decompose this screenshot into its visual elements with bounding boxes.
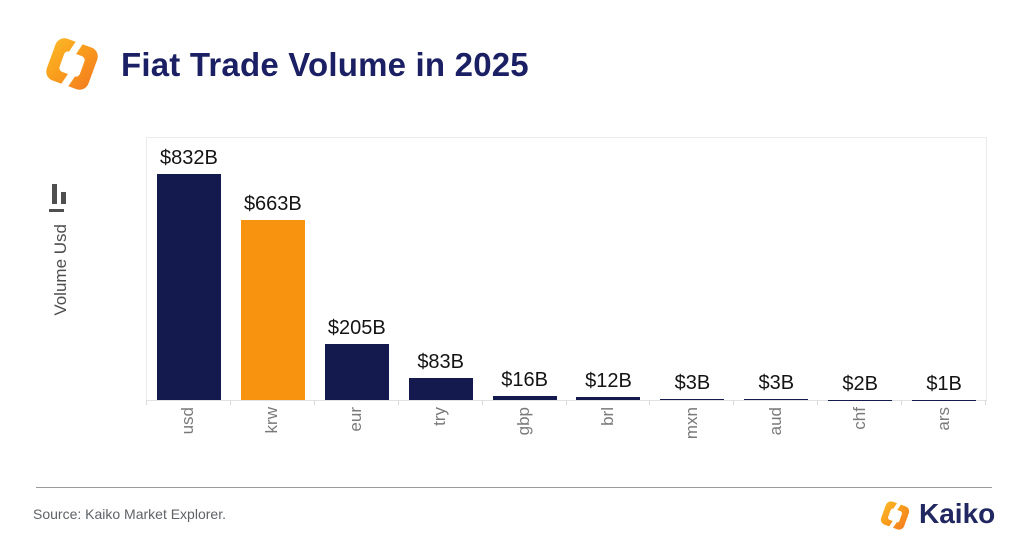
bar-gbp bbox=[492, 395, 557, 400]
x-axis-tick bbox=[733, 400, 735, 405]
x-axis-label-try: try bbox=[430, 407, 450, 426]
brand-name: Kaiko bbox=[919, 498, 996, 529]
x-axis-tick bbox=[565, 400, 567, 405]
bar-value-label: $205B bbox=[327, 317, 386, 340]
bar-value-label: $663B bbox=[243, 192, 302, 215]
x-axis-labels: usd krw eur try gbp brl mxn aud chf ars bbox=[146, 407, 985, 469]
bar-aud bbox=[744, 399, 809, 400]
x-axis-tick bbox=[901, 400, 903, 405]
x-axis-tick bbox=[397, 400, 399, 405]
x-axis-label-ars: ars bbox=[933, 407, 953, 431]
bar-value-label: $832B bbox=[160, 147, 218, 169]
bar-chart-icon bbox=[49, 184, 66, 212]
x-axis-label-mxn: mxn bbox=[681, 407, 701, 440]
x-axis-tick bbox=[649, 400, 651, 405]
bar-slot-brl: $12B bbox=[567, 138, 651, 400]
page-title: Fiat Trade Volume in 2025 bbox=[121, 46, 529, 83]
x-axis-tick bbox=[146, 400, 147, 405]
bar-slot-ars: $1B bbox=[902, 138, 986, 400]
x-axis-tick bbox=[985, 400, 986, 405]
bar-value-label: $16B bbox=[501, 368, 548, 391]
x-axis-tick bbox=[313, 400, 315, 405]
x-axis-label-usd: usd bbox=[178, 407, 198, 435]
bar-value-label: $83B bbox=[417, 350, 465, 373]
bar-krw bbox=[240, 219, 305, 400]
source-text: Source: Kaiko Market Explorer. bbox=[33, 506, 226, 522]
bar-value-label: $2B bbox=[842, 372, 878, 395]
plot-area: $832B $663B $205B $83B $16B $12B $3B $3B… bbox=[146, 137, 987, 401]
bar-slot-aud: $3B bbox=[734, 138, 818, 400]
x-axis-label-aud: aud bbox=[765, 407, 785, 436]
footer-divider bbox=[36, 487, 992, 488]
x-axis-tick bbox=[817, 400, 819, 405]
footer-brand: Kaiko bbox=[878, 499, 995, 532]
kaiko-logo-icon bbox=[41, 34, 103, 94]
bar-slot-chf: $2B bbox=[818, 138, 902, 400]
y-axis-group: Volume Usd bbox=[42, 183, 78, 316]
x-axis-label-brl: brl bbox=[597, 407, 617, 426]
bar-chf bbox=[828, 399, 893, 400]
bar-slot-krw: $663B bbox=[231, 138, 315, 400]
bar-brl bbox=[576, 396, 641, 400]
x-axis-label-krw: krw bbox=[262, 407, 282, 434]
bar-try bbox=[408, 377, 473, 400]
y-axis-label: Volume Usd bbox=[50, 224, 70, 316]
bar-slot-eur: $205B bbox=[315, 138, 399, 400]
bar-slot-mxn: $3B bbox=[650, 138, 734, 400]
x-axis-label-chf: chf bbox=[849, 407, 869, 430]
x-axis-label-eur: eur bbox=[346, 407, 366, 432]
bars: $832B $663B $205B $83B $16B $12B $3B $3B… bbox=[147, 138, 986, 400]
x-axis-tick bbox=[481, 400, 483, 405]
bar-usd bbox=[156, 174, 221, 400]
bar-mxn bbox=[660, 399, 725, 400]
x-axis-label-gbp: gbp bbox=[514, 407, 534, 436]
bar-value-label: $3B bbox=[674, 372, 711, 395]
bar-slot-usd: $832B bbox=[147, 138, 231, 400]
bar-slot-gbp: $16B bbox=[483, 138, 567, 400]
x-axis-tick bbox=[229, 400, 231, 405]
bar-slot-try: $83B bbox=[399, 138, 483, 400]
bar-eur bbox=[324, 344, 389, 400]
bar-value-label: $1B bbox=[926, 372, 962, 395]
bar-value-label: $12B bbox=[585, 369, 632, 392]
x-axis-ticks bbox=[146, 400, 987, 405]
bar-value-label: $3B bbox=[758, 372, 795, 395]
kaiko-logo-icon-small bbox=[878, 499, 912, 532]
